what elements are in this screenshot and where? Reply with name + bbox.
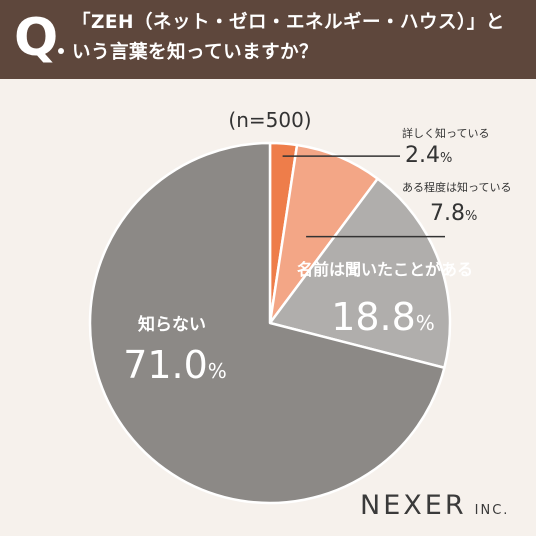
- brand-suffix: INC.: [474, 503, 510, 518]
- pie-slice-2: [268, 177, 452, 370]
- slice-value-2: 18.8%: [331, 295, 435, 339]
- slice-label-0: 詳しく知っている: [402, 126, 489, 140]
- sample-size-label: (n=500): [228, 108, 311, 132]
- slice-label-2: 名前は聞いたことがある: [297, 260, 473, 279]
- brand-name: NEXER: [360, 490, 467, 521]
- slice-value-3: 71.0%: [123, 343, 227, 387]
- question-mark-dot: [58, 48, 64, 54]
- question-line-1: 「ZEH（ネット・ゼロ・エネルギー・ハウス）」と: [72, 12, 505, 33]
- brand-logo: NEXER INC.: [360, 490, 509, 521]
- slice-label-3: 知らない: [137, 314, 206, 335]
- question-mark-label: Q: [14, 8, 59, 68]
- slice-value-1: 7.8%: [430, 201, 477, 226]
- slice-value-0: 2.4%: [405, 143, 452, 168]
- pie-slice-3: [88, 141, 446, 505]
- question-header: Q 「ZEH（ネット・ゼロ・エネルギー・ハウス）」と いう言葉を知っていますか？: [0, 0, 536, 79]
- question-line-2: いう言葉を知っていますか？: [72, 42, 319, 63]
- question-text: 「ZEH（ネット・ゼロ・エネルギー・ハウス）」と いう言葉を知っていますか？: [72, 8, 522, 68]
- slice-label-1: ある程度は知っている: [402, 180, 511, 194]
